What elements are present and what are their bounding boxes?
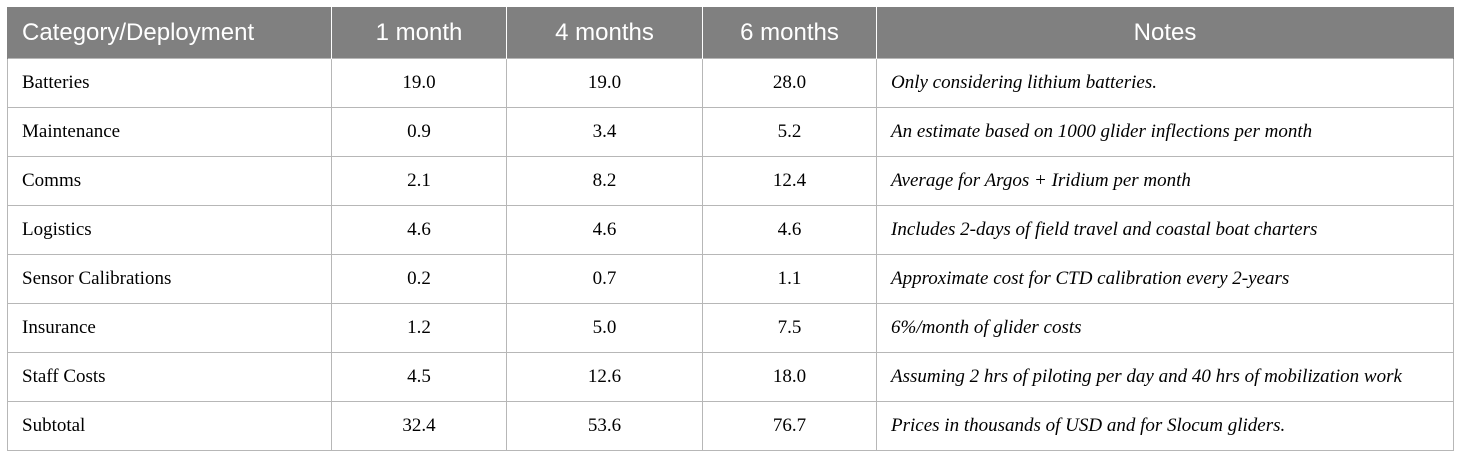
table-row: Maintenance 0.9 3.4 5.2 An estimate base… <box>7 107 1454 157</box>
table-row: Comms 2.1 8.2 12.4 Average for Argos + I… <box>7 156 1454 206</box>
cell-notes: Average for Argos + Iridium per month <box>876 156 1454 206</box>
cell-1-month: 32.4 <box>331 401 507 451</box>
cell-4-months: 5.0 <box>506 303 703 353</box>
cell-notes: Only considering lithium batteries. <box>876 58 1454 108</box>
cell-6-months: 28.0 <box>702 58 877 108</box>
cell-category: Comms <box>7 156 332 206</box>
cell-4-months: 0.7 <box>506 254 703 304</box>
table-row: Insurance 1.2 5.0 7.5 6%/month of glider… <box>7 303 1454 353</box>
header-6-months: 6 months <box>702 7 877 59</box>
table-body: Batteries 19.0 19.0 28.0 Only considerin… <box>7 58 1454 451</box>
cell-4-months: 3.4 <box>506 107 703 157</box>
cell-1-month: 4.6 <box>331 205 507 255</box>
cell-4-months: 19.0 <box>506 58 703 108</box>
cell-4-months: 8.2 <box>506 156 703 206</box>
cell-1-month: 1.2 <box>331 303 507 353</box>
cell-category: Sensor Calibrations <box>7 254 332 304</box>
cell-category: Insurance <box>7 303 332 353</box>
table-row: Batteries 19.0 19.0 28.0 Only considerin… <box>7 58 1454 108</box>
cell-4-months: 53.6 <box>506 401 703 451</box>
cell-6-months: 5.2 <box>702 107 877 157</box>
cost-table: Category/Deployment 1 month 4 months 6 m… <box>7 7 1454 451</box>
header-row: Category/Deployment 1 month 4 months 6 m… <box>7 7 1454 59</box>
table-row: Staff Costs 4.5 12.6 18.0 Assuming 2 hrs… <box>7 352 1454 402</box>
cell-notes: Approximate cost for CTD calibration eve… <box>876 254 1454 304</box>
table-row: Logistics 4.6 4.6 4.6 Includes 2-days of… <box>7 205 1454 255</box>
cell-notes: Assuming 2 hrs of piloting per day and 4… <box>876 352 1454 402</box>
cost-table-container: Category/Deployment 1 month 4 months 6 m… <box>7 7 1454 451</box>
cell-6-months: 12.4 <box>702 156 877 206</box>
header-4-months: 4 months <box>506 7 703 59</box>
table-row: Sensor Calibrations 0.2 0.7 1.1 Approxim… <box>7 254 1454 304</box>
cell-6-months: 7.5 <box>702 303 877 353</box>
cell-category: Staff Costs <box>7 352 332 402</box>
cell-1-month: 4.5 <box>331 352 507 402</box>
cell-6-months: 4.6 <box>702 205 877 255</box>
cell-category: Maintenance <box>7 107 332 157</box>
cell-category: Subtotal <box>7 401 332 451</box>
cell-1-month: 0.9 <box>331 107 507 157</box>
cell-1-month: 0.2 <box>331 254 507 304</box>
cell-notes: An estimate based on 1000 glider inflect… <box>876 107 1454 157</box>
cell-notes: 6%/month of glider costs <box>876 303 1454 353</box>
cell-4-months: 4.6 <box>506 205 703 255</box>
table-row-subtotal: Subtotal 32.4 53.6 76.7 Prices in thousa… <box>7 401 1454 451</box>
cell-1-month: 2.1 <box>331 156 507 206</box>
cell-notes: Prices in thousands of USD and for Slocu… <box>876 401 1454 451</box>
cell-6-months: 18.0 <box>702 352 877 402</box>
header-category: Category/Deployment <box>7 7 332 59</box>
cell-category: Logistics <box>7 205 332 255</box>
cell-6-months: 1.1 <box>702 254 877 304</box>
cell-1-month: 19.0 <box>331 58 507 108</box>
cell-4-months: 12.6 <box>506 352 703 402</box>
header-1-month: 1 month <box>331 7 507 59</box>
table-header: Category/Deployment 1 month 4 months 6 m… <box>7 7 1454 59</box>
cell-6-months: 76.7 <box>702 401 877 451</box>
header-notes: Notes <box>876 7 1454 59</box>
cell-notes: Includes 2-days of field travel and coas… <box>876 205 1454 255</box>
cell-category: Batteries <box>7 58 332 108</box>
